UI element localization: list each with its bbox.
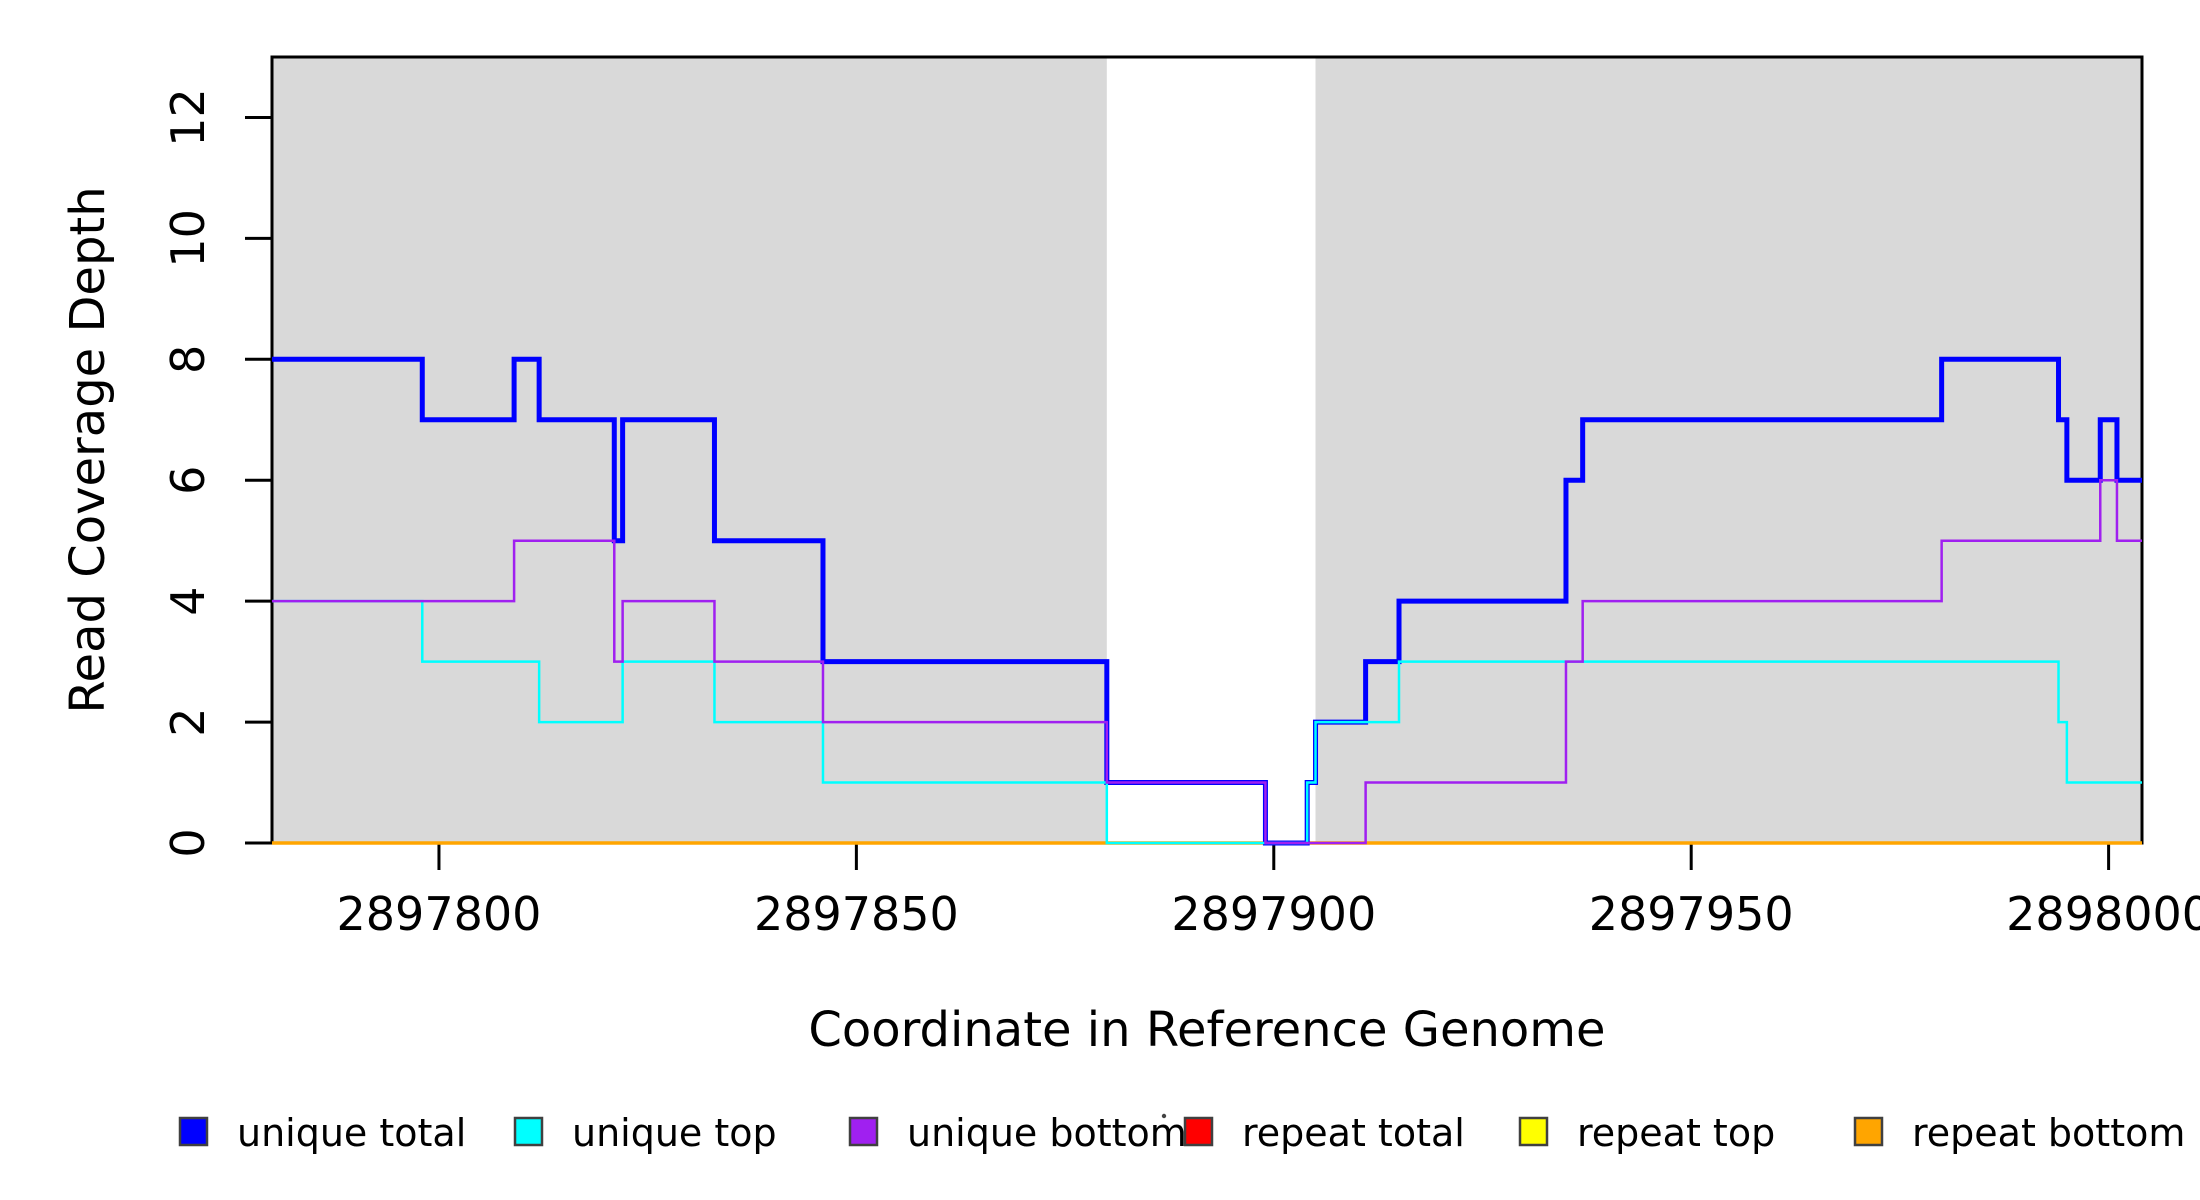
y-tick-label: 0 <box>161 828 215 857</box>
legend-item-unique-total: unique total <box>178 1111 466 1155</box>
legend: unique total unique top unique bottom repea… <box>178 1111 2185 1155</box>
y-tick-label: 2 <box>161 707 215 736</box>
legend-swatch-repeat-total <box>1183 1116 1214 1147</box>
y-tick-label: 10 <box>161 209 215 268</box>
legend-swatch-unique-bottom <box>848 1116 879 1147</box>
legend-label: unique top <box>572 1111 777 1155</box>
y-tick-label: 8 <box>161 345 215 374</box>
legend-item-repeat-top: repeat top <box>1518 1111 1775 1155</box>
legend-item-repeat-total: repeat total <box>1183 1111 1465 1155</box>
shaded-region-right <box>1315 57 2142 843</box>
legend-item-repeat-bottom: repeat bottom <box>1853 1111 2185 1155</box>
legend-item-unique-bottom: unique bottom <box>848 1111 1187 1155</box>
x-tick-label: 2897900 <box>1171 887 1376 941</box>
legend-swatch-unique-top <box>513 1116 544 1147</box>
stray-speck-artifact <box>1161 1113 1167 1119</box>
x-tick-label: 2897800 <box>337 887 542 941</box>
shaded-region-left <box>272 57 1107 843</box>
x-axis-title: Coordinate in Reference Genome <box>808 1002 1605 1058</box>
y-tick-label: 4 <box>161 587 215 616</box>
legend-swatch-repeat-bottom <box>1853 1116 1884 1147</box>
x-tick-label: 2898000 <box>2006 887 2200 941</box>
legend-swatch-unique-total <box>178 1116 209 1147</box>
legend-item-unique-top: unique top <box>513 1111 777 1155</box>
series-line-unique-top <box>272 599 2142 845</box>
legend-label: repeat total <box>1242 1111 1465 1155</box>
legend-label: repeat top <box>1577 1111 1775 1155</box>
x-tick-label: 2897950 <box>1589 887 1794 941</box>
x-tick-label: 2897850 <box>754 887 959 941</box>
legend-swatch-repeat-top <box>1518 1116 1549 1147</box>
legend-label: unique bottom <box>907 1111 1187 1155</box>
y-axis-title: Read Coverage Depth <box>60 186 116 713</box>
series-line-unique-bottom <box>272 478 2142 845</box>
y-tick-label: 12 <box>161 88 215 147</box>
legend-label: repeat bottom <box>1912 1111 2185 1155</box>
y-tick-label: 6 <box>161 466 215 495</box>
legend-label: unique total <box>237 1111 466 1155</box>
